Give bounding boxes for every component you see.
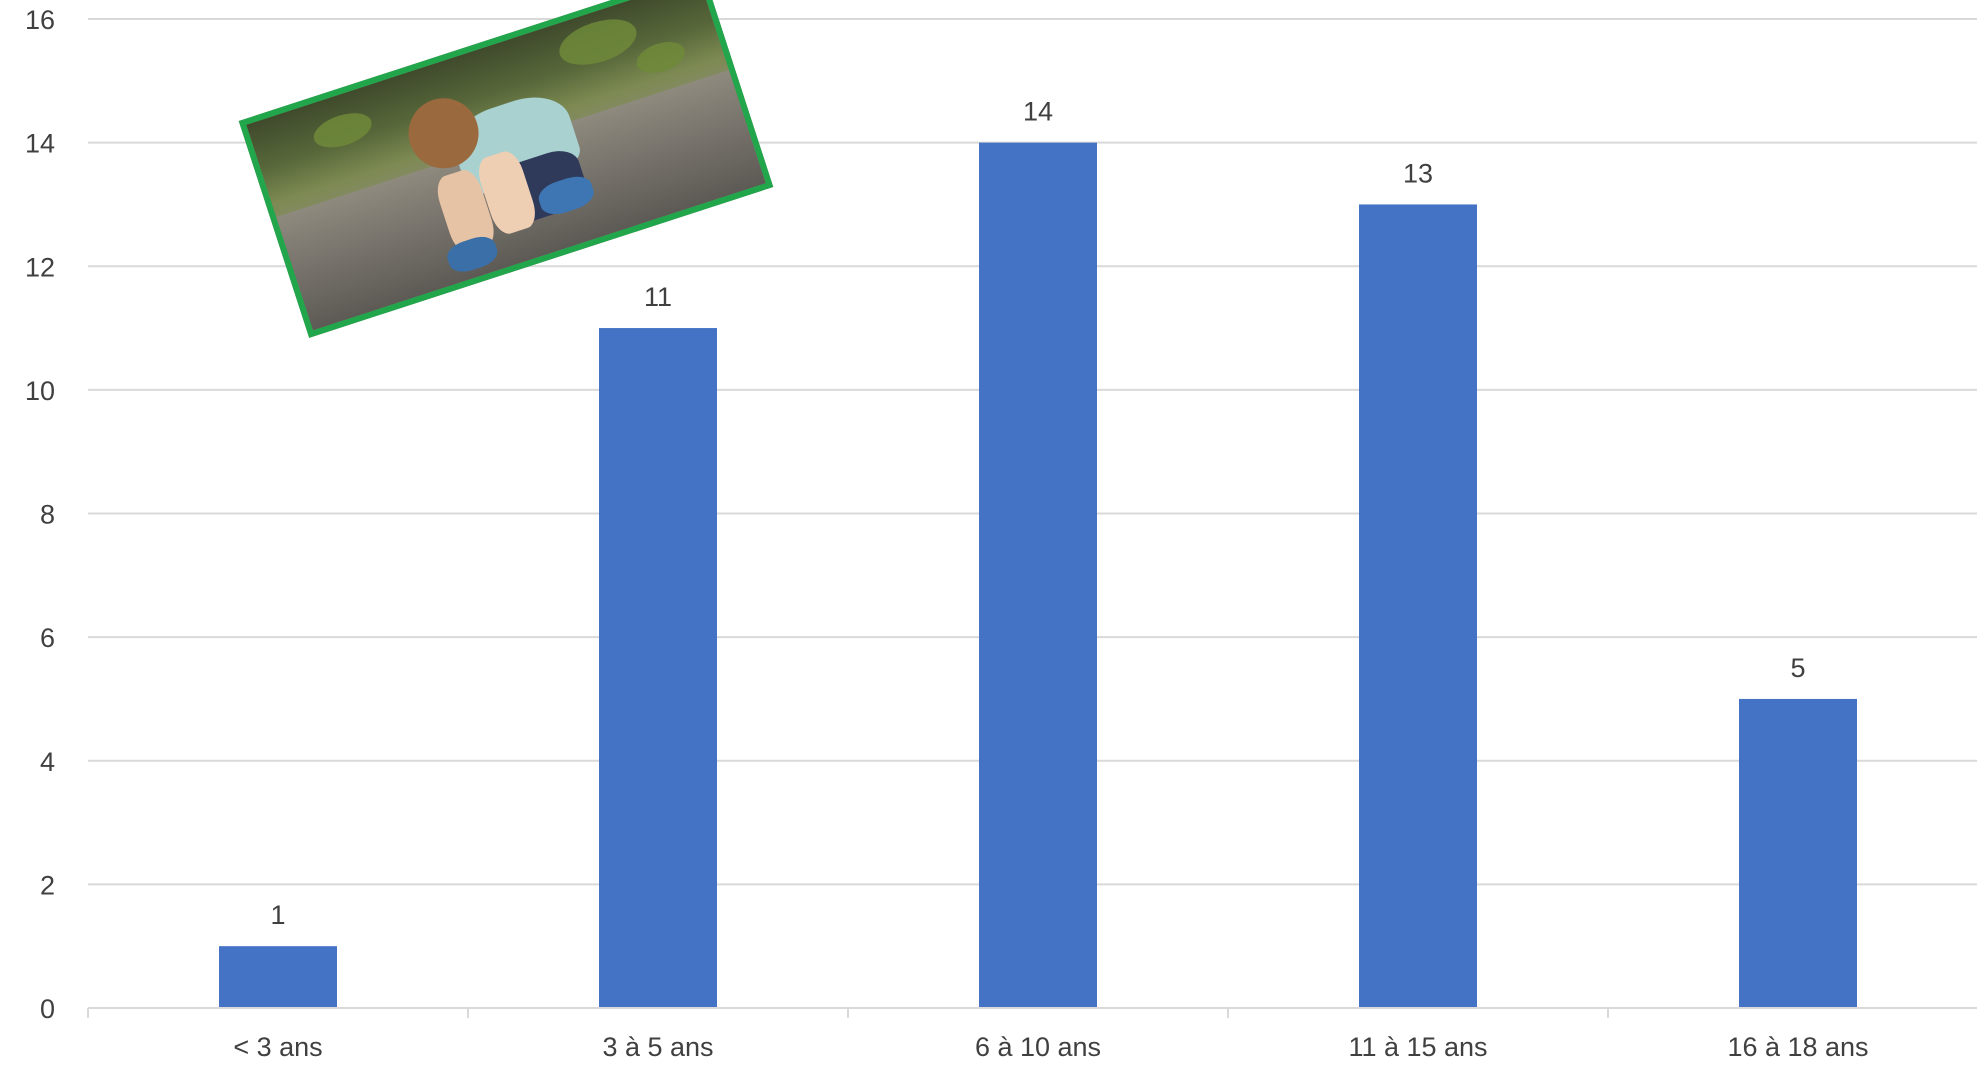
y-tick-label: 10 — [25, 376, 55, 406]
x-category-label: 16 à 18 ans — [1727, 1032, 1868, 1062]
bar — [599, 328, 717, 1008]
y-tick-label: 4 — [40, 747, 55, 777]
x-category-label: 6 à 10 ans — [975, 1032, 1101, 1062]
data-label: 14 — [1023, 97, 1053, 127]
x-category-label: 11 à 15 ans — [1348, 1032, 1487, 1062]
data-label: 5 — [1790, 653, 1805, 683]
y-tick-label: 8 — [40, 500, 55, 530]
y-tick-label: 6 — [40, 623, 55, 653]
data-label: 11 — [644, 282, 672, 312]
bar — [1359, 204, 1477, 1008]
x-axis — [87, 1007, 1977, 1018]
bar — [1739, 698, 1857, 1008]
y-tick-label: 16 — [25, 5, 55, 35]
data-label: 1 — [270, 900, 285, 930]
y-tick-label: 12 — [25, 252, 55, 282]
bar — [219, 946, 337, 1008]
bars — [219, 142, 1857, 1008]
data-label: 13 — [1403, 158, 1433, 188]
y-tick-label: 2 — [40, 870, 55, 900]
bar — [979, 142, 1097, 1008]
x-axis-category-labels: < 3 ans 3 à 5 ans 6 à 10 ans 11 à 15 ans 16 … — [233, 1032, 1868, 1062]
x-category-label: 3 à 5 ans — [602, 1032, 713, 1062]
y-tick-label: 14 — [25, 129, 55, 159]
y-tick-label: 0 — [40, 994, 55, 1024]
x-category-label: < 3 ans — [233, 1032, 322, 1062]
y-axis-tick-labels: 0 2 4 6 8 10 12 14 16 — [25, 5, 55, 1024]
